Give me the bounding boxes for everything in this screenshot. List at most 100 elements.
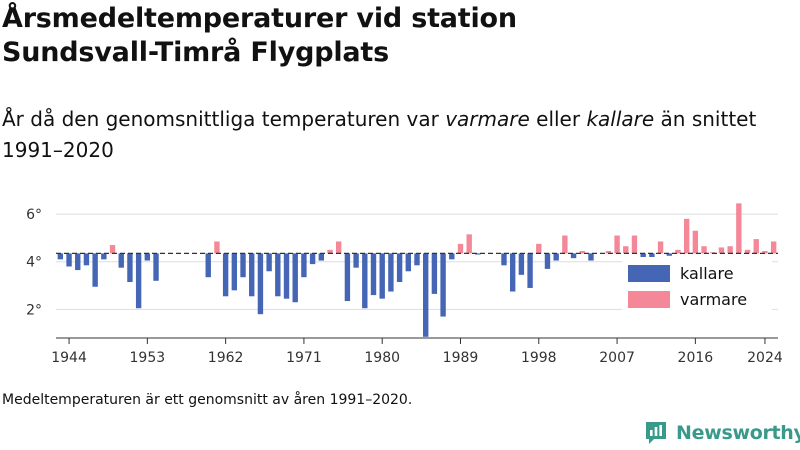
- bar-warmer: [109, 245, 116, 254]
- title-line-2: Sundsvall-Timrå Flygplats: [2, 37, 390, 68]
- bar-colder: [231, 253, 238, 291]
- bar-colder: [101, 253, 107, 260]
- bar-colder: [518, 253, 525, 275]
- subtitle-part-1: År då den genomsnittliga temperaturen va…: [2, 107, 446, 131]
- bar-colder: [309, 253, 316, 265]
- chart-title: Årsmedeltemperaturer vid station Sundsva…: [2, 2, 517, 70]
- bar-colder: [344, 253, 351, 302]
- bar-colder: [353, 253, 359, 268]
- bar-colder: [301, 253, 307, 278]
- subtitle-cold-word: kallare: [586, 107, 655, 131]
- bar-colder: [588, 253, 594, 261]
- y-tick-label: 2°: [26, 302, 42, 318]
- bar-colder: [388, 253, 394, 292]
- bar-colder: [240, 253, 246, 278]
- bar-colder: [205, 253, 211, 278]
- bar-warmer: [466, 234, 472, 254]
- bar-colder: [144, 253, 151, 261]
- legend-label-warmer: varmare: [680, 290, 747, 309]
- bar-colder: [135, 253, 142, 309]
- bar-warmer: [457, 243, 464, 254]
- logo-text: Newsworthy: [676, 422, 800, 444]
- legend-label-colder: kallare: [680, 264, 734, 283]
- x-tick-label: 1962: [208, 350, 244, 366]
- bar-warmer: [562, 235, 568, 254]
- subtitle-part-3: än snittet 1991–2020: [2, 107, 757, 162]
- bar-colder: [570, 253, 577, 259]
- bar-colder: [640, 253, 646, 260]
- bar-colder: [362, 253, 368, 309]
- bar-warmer: [718, 247, 725, 254]
- bar-colder: [501, 253, 507, 266]
- y-tick-label: 4°: [26, 255, 42, 271]
- bar-colder: [249, 253, 255, 297]
- x-tick-label: 1989: [443, 350, 479, 366]
- bar-warmer: [579, 251, 585, 254]
- bar-warmer: [675, 249, 681, 254]
- bar-colder: [222, 253, 229, 297]
- x-tick-label: 1944: [51, 350, 87, 366]
- legend-swatch-colder: [628, 265, 670, 282]
- bar-colder: [153, 253, 159, 281]
- x-tick-label: 1998: [521, 350, 557, 366]
- bar-colder: [266, 253, 272, 272]
- x-tick-label: 2007: [599, 350, 635, 366]
- bar-colder: [370, 253, 377, 296]
- temperature-bar-chart: 2° 4° 6° 1944 1953 1962 1971 1980 1989 1998 2007 2…: [26, 203, 783, 366]
- bar-colder: [57, 253, 64, 260]
- legend-swatch-warmer: [628, 291, 670, 308]
- bar-colder: [527, 253, 533, 288]
- bar-chart-logo-icon: [646, 422, 666, 444]
- bar-colder: [666, 253, 672, 256]
- bar-colder: [127, 253, 133, 282]
- bar-warmer: [753, 239, 759, 254]
- bar-warmer: [536, 243, 542, 254]
- bar-warmer: [631, 235, 638, 254]
- bar-warmer: [605, 251, 612, 254]
- bar-warmer: [336, 241, 342, 254]
- bar-colder: [66, 253, 72, 267]
- bar-colder: [553, 253, 559, 261]
- subtitle-warm-word: varmare: [445, 107, 530, 131]
- bar-colder: [75, 253, 81, 271]
- legend: kallare varmare: [622, 257, 772, 321]
- bar-series: [57, 203, 777, 337]
- bar-colder: [509, 253, 516, 292]
- title-line-1: Årsmedeltemperaturer vid station: [2, 3, 517, 34]
- bar-colder: [431, 253, 438, 294]
- bar-colder: [283, 253, 290, 299]
- bar-colder: [414, 253, 420, 266]
- bar-colder: [257, 253, 264, 315]
- bar-colder: [292, 253, 298, 303]
- bar-warmer: [614, 235, 620, 254]
- bar-warmer: [744, 249, 751, 254]
- x-tick-label: 2024: [747, 350, 783, 366]
- bar-warmer: [327, 249, 333, 254]
- bar-colder: [118, 253, 124, 268]
- footnote: Medeltemperaturen är ett genomsnitt av å…: [2, 392, 413, 408]
- bar-colder: [423, 253, 429, 337]
- bar-colder: [318, 253, 325, 261]
- bar-warmer: [692, 230, 699, 254]
- bar-colder: [379, 253, 385, 299]
- bar-colder: [449, 253, 455, 260]
- bar-warmer: [214, 241, 220, 254]
- bar-warmer: [657, 241, 664, 254]
- bar-colder: [83, 253, 90, 266]
- x-tick-label: 1971: [286, 350, 322, 366]
- bar-warmer: [762, 251, 768, 254]
- bar-colder: [440, 253, 446, 317]
- x-tick-label: 1953: [130, 350, 166, 366]
- bar-warmer: [683, 218, 690, 254]
- bar-warmer: [701, 246, 707, 254]
- subtitle-part-2: eller: [529, 107, 587, 131]
- bar-warmer: [727, 246, 733, 254]
- newsworthy-logo[interactable]: Newsworthy: [644, 420, 800, 446]
- bar-colder: [396, 253, 403, 282]
- bar-colder: [405, 253, 411, 272]
- y-tick-label: 6°: [26, 207, 42, 223]
- bar-colder: [92, 253, 98, 287]
- x-tick-label: 1980: [364, 350, 400, 366]
- x-tick-label: 2016: [678, 350, 714, 366]
- x-axis: 1944 1953 1962 1971 1980 1989 1998 2007 2016 2024: [51, 337, 783, 366]
